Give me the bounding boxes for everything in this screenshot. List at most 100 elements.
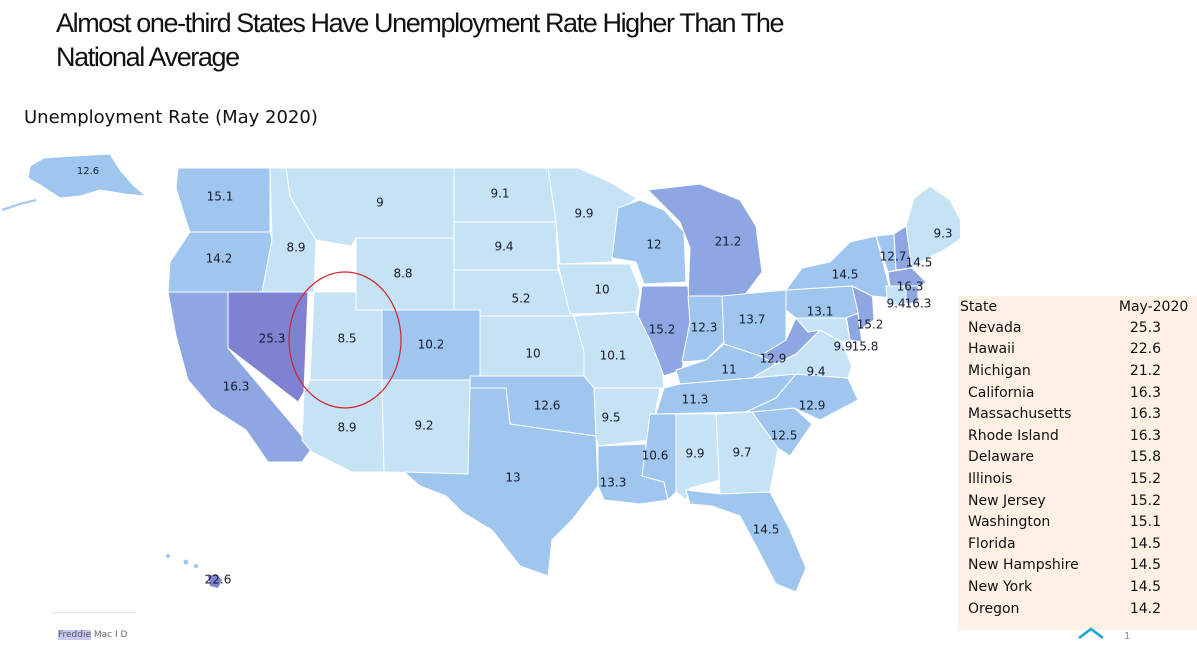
row-value: 15.8 xyxy=(1129,449,1161,466)
state-FL[interactable] xyxy=(685,489,807,593)
label-MA: 16.3 xyxy=(897,280,924,294)
state-HI[interactable] xyxy=(208,574,222,588)
label-MT: 9 xyxy=(376,196,384,210)
state-WI[interactable] xyxy=(611,199,687,285)
label-VT: 12.7 xyxy=(880,250,907,264)
label-IL: 15.2 xyxy=(649,323,676,337)
row-state: California xyxy=(968,384,1035,401)
footer-brand: Freddie Mac I D xyxy=(58,630,127,640)
label-NM: 9.2 xyxy=(414,419,433,433)
label-AZ: 8.9 xyxy=(337,421,356,435)
label-NY: 14.5 xyxy=(832,268,859,282)
label-CT: 9.4 xyxy=(886,297,905,311)
label-OK: 12.6 xyxy=(534,399,561,413)
label-AL: 9.9 xyxy=(685,447,704,461)
label-NJ: 15.2 xyxy=(857,318,884,332)
us-unemployment-map: 12.6 15.1 14.2 16.3 25.3 8.9 9 8.8 8.5 8… xyxy=(1,153,960,593)
row-value: 14.5 xyxy=(1129,535,1161,552)
table-row: Massachusetts 16.3 xyxy=(958,403,1197,425)
label-WA: 15.1 xyxy=(207,190,234,204)
table-row: Illinois 15.2 xyxy=(958,468,1197,490)
state-HI-dot-2 xyxy=(183,559,189,565)
label-IN: 12.3 xyxy=(691,321,718,335)
table-row: Michigan 21.2 xyxy=(958,360,1197,382)
label-PA: 13.1 xyxy=(807,305,834,319)
row-state: Delaware xyxy=(968,449,1034,466)
state-MI[interactable] xyxy=(647,183,763,297)
table-row: Washington 15.1 xyxy=(958,511,1197,533)
highlight-circle xyxy=(288,271,402,409)
label-GA: 9.7 xyxy=(732,446,751,460)
state-IA[interactable] xyxy=(557,263,641,315)
table-row: Nevada 25.3 xyxy=(958,317,1197,339)
row-value: 16.3 xyxy=(1129,427,1161,444)
row-state: New York xyxy=(968,578,1033,595)
state-ME[interactable] xyxy=(905,185,960,269)
row-state: Rhode Island xyxy=(968,427,1059,444)
row-value: 14.5 xyxy=(1129,578,1161,595)
row-value: 15.1 xyxy=(1129,514,1161,531)
label-CO: 10.2 xyxy=(418,338,445,352)
row-value: 16.3 xyxy=(1129,406,1161,423)
label-AR: 9.5 xyxy=(601,411,620,425)
label-MN: 9.9 xyxy=(574,207,593,221)
label-MI: 21.2 xyxy=(715,235,742,249)
label-LA: 13.3 xyxy=(600,476,627,490)
label-NC: 12.9 xyxy=(799,399,826,413)
row-value: 21.2 xyxy=(1129,362,1161,379)
header-value: May-2020 xyxy=(1118,298,1189,315)
label-WY: 8.8 xyxy=(393,267,412,281)
row-value: 14.5 xyxy=(1129,557,1161,574)
table-row: Rhode Island 16.3 xyxy=(958,425,1197,447)
table-row: Florida 14.5 xyxy=(958,533,1197,555)
label-UT: 8.5 xyxy=(337,332,356,346)
label-SD: 9.4 xyxy=(494,240,513,254)
state-AK[interactable] xyxy=(27,153,147,199)
footer-divider xyxy=(52,612,136,613)
row-value: 15.2 xyxy=(1129,492,1161,509)
state-RI[interactable] xyxy=(905,285,919,305)
map-subtitle: Unemployment Rate (May 2020) xyxy=(24,107,318,128)
header-state: State xyxy=(960,298,998,315)
row-value: 22.6 xyxy=(1129,341,1161,358)
state-TX[interactable] xyxy=(403,387,599,577)
label-VA: 9.4 xyxy=(806,365,825,379)
row-state: Illinois xyxy=(968,470,1013,487)
table-row: California 16.3 xyxy=(958,382,1197,404)
row-state: Oregon xyxy=(968,600,1020,617)
label-ME: 9.3 xyxy=(933,227,952,241)
rates-table-panel: State May-2020 Nevada 25.3 Hawaii 22.6 Mic… xyxy=(958,296,1197,630)
label-KY: 11 xyxy=(721,363,736,377)
state-MA[interactable] xyxy=(887,267,927,287)
table-row: New York 14.5 xyxy=(958,576,1197,598)
table-row: New Hampshire 14.5 xyxy=(958,555,1197,577)
table-row: Hawaii 22.6 xyxy=(958,339,1197,361)
label-MO: 10.1 xyxy=(600,349,627,363)
label-NH: 14.5 xyxy=(906,256,933,270)
label-TX: 13 xyxy=(505,471,520,485)
row-state: Nevada xyxy=(968,319,1022,336)
state-AR[interactable] xyxy=(593,387,661,447)
footer-brand-rest: Mac I D xyxy=(91,630,128,640)
label-AK: 12.6 xyxy=(77,166,99,177)
page-title: Almost one-third States Have Unemploymen… xyxy=(56,8,785,72)
label-KS: 10 xyxy=(525,347,540,361)
row-state: Washington xyxy=(968,514,1051,531)
roof-logo-icon xyxy=(1078,627,1104,640)
label-CA: 16.3 xyxy=(223,380,250,394)
row-state: Massachusetts xyxy=(968,406,1072,423)
label-ND: 9.1 xyxy=(490,187,509,201)
label-IA: 10 xyxy=(594,283,609,297)
state-shapes xyxy=(1,153,960,593)
label-OH: 13.7 xyxy=(739,313,766,327)
table-row: New Jersey 15.2 xyxy=(958,490,1197,512)
label-TN: 11.3 xyxy=(682,393,709,407)
label-HI: 22.6 xyxy=(205,573,232,587)
table-row: Delaware 15.8 xyxy=(958,447,1197,469)
label-RI: 16.3 xyxy=(905,297,932,311)
label-MS: 10.6 xyxy=(642,449,669,463)
state-NC[interactable] xyxy=(745,373,859,421)
row-state: New Hampshire xyxy=(968,557,1079,574)
label-WI: 12 xyxy=(646,238,661,252)
state-IL[interactable] xyxy=(637,285,691,377)
